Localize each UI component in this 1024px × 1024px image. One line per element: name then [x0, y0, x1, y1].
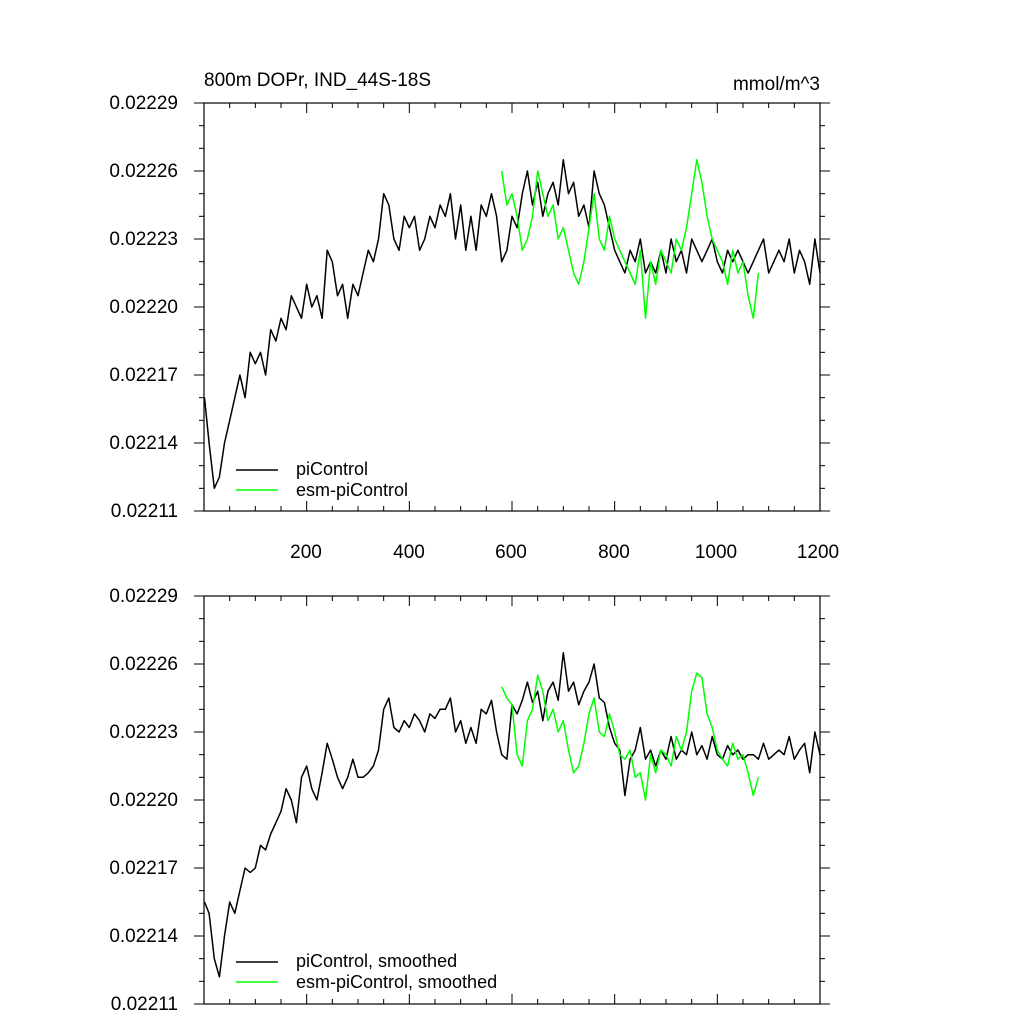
- legend-label-picontrol-smoothed: piControl, smoothed: [296, 951, 457, 971]
- x-tick-labels: 200 400 600 800 1000 1200: [290, 542, 839, 563]
- y-tick-label: 0.02220: [109, 790, 178, 811]
- x-tick-label: 1200: [797, 542, 839, 563]
- y-tick-label: 0.02229: [109, 93, 178, 114]
- legend: piControl esm-piControl: [236, 459, 408, 500]
- y-tick-labels: 0.02211 0.02214 0.02217 0.02220 0.02223 …: [109, 586, 178, 1015]
- x-tick-label: 800: [598, 542, 630, 563]
- legend: piControl, smoothed esm-piControl, smoot…: [236, 951, 497, 992]
- series-line-picontrol: [203, 158, 821, 490]
- x-tick-label: 1000: [695, 542, 737, 563]
- x-tick-label: 200: [290, 542, 322, 563]
- bottom-panel: 0.02211 0.02214 0.02217 0.02220 0.02223 …: [109, 586, 830, 1015]
- y-tick-label: 0.02214: [109, 926, 178, 947]
- series-lines: [203, 158, 821, 490]
- y-tick-label: 0.02226: [109, 161, 178, 182]
- legend-label-esm-picontrol: esm-piControl: [296, 480, 408, 500]
- legend-label-picontrol: piControl: [296, 459, 368, 479]
- series-lines: [203, 651, 821, 978]
- y-tick-label: 0.02229: [109, 586, 178, 607]
- y-tick-label: 0.02211: [111, 501, 178, 522]
- y-tick-label: 0.02217: [109, 858, 178, 879]
- y-tick-label: 0.02220: [109, 297, 178, 318]
- y-tick-label: 0.02223: [109, 229, 178, 250]
- y-tick-label: 0.02211: [111, 994, 178, 1015]
- y-tick-label: 0.02217: [109, 365, 178, 386]
- y-tick-label: 0.02214: [109, 433, 178, 454]
- plot-frame: [203, 595, 821, 1005]
- legend-label-esm-picontrol-smoothed: esm-piControl, smoothed: [296, 972, 497, 992]
- x-tick-label: 600: [495, 542, 527, 563]
- series-line-picontrol-smoothed: [203, 651, 821, 978]
- y-tick-label: 0.02223: [109, 722, 178, 743]
- y-tick-label: 0.02226: [109, 654, 178, 675]
- y-tick-labels: 0.02211 0.02214 0.02217 0.02220 0.02223 …: [109, 93, 178, 522]
- x-tick-label: 400: [393, 542, 425, 563]
- ticks: [194, 595, 830, 1005]
- series-line-esm-picontrol-smoothed: [501, 672, 760, 801]
- units-label: mmol/m^3: [733, 74, 820, 95]
- plot-frame: [203, 102, 821, 512]
- top-panel: 800m DOPr, IND_44S-18S mmol/m^3 0.02211 …: [109, 70, 839, 563]
- series-line-esm-picontrol: [500, 158, 760, 320]
- chart-title: 800m DOPr, IND_44S-18S: [204, 70, 431, 91]
